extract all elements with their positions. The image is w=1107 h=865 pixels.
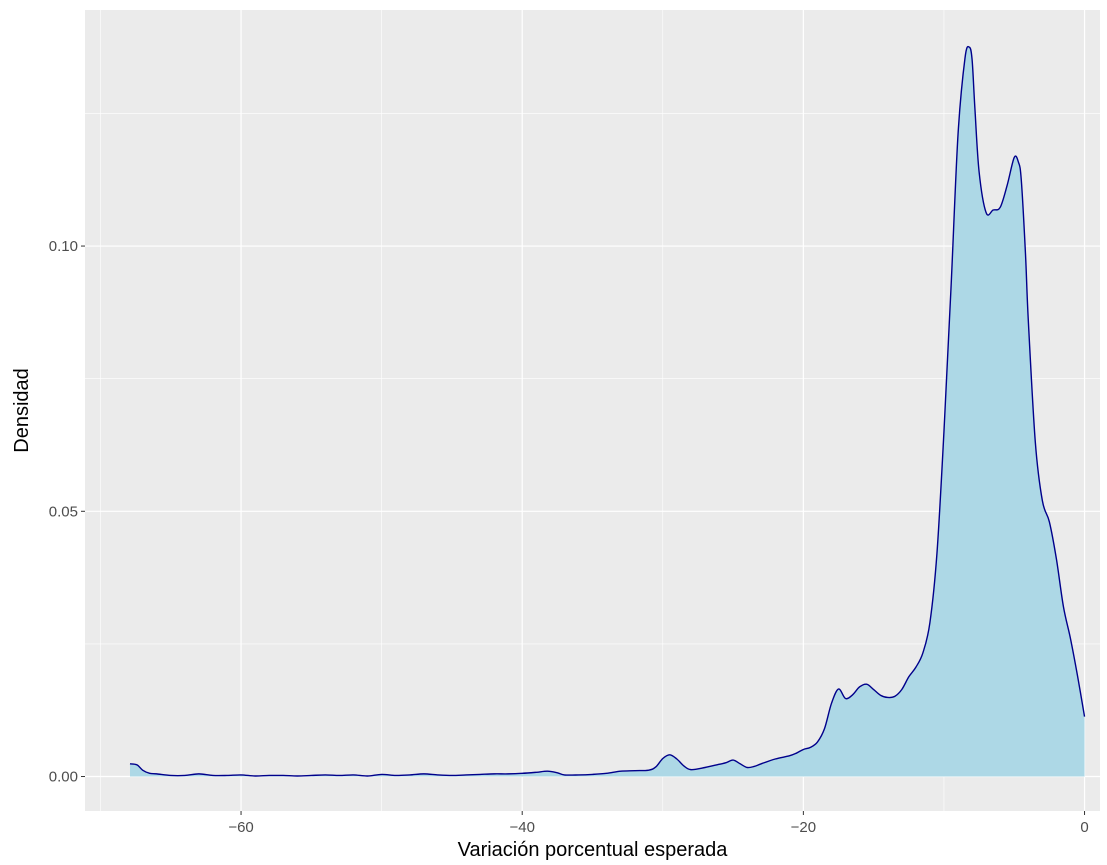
x-tick-label: 0 xyxy=(1080,819,1088,836)
x-tick-label: −20 xyxy=(791,819,816,836)
density-area xyxy=(129,46,1085,777)
y-axis-title: Densidad xyxy=(11,368,33,453)
x-axis-title: Variación porcentual esperada xyxy=(458,839,729,861)
y-tick-label: 0.00 xyxy=(49,769,78,786)
density-line xyxy=(129,45,1086,777)
y-tick-label: 0.05 xyxy=(49,503,78,520)
minor-gridlines xyxy=(85,10,1100,811)
x-tick-label: −60 xyxy=(228,819,253,836)
y-axis: 0.00 0.05 0.10 xyxy=(49,238,85,786)
x-tick-label: −40 xyxy=(509,819,534,836)
x-axis: −60 −40 −20 0 xyxy=(228,811,1089,836)
y-tick-label: 0.10 xyxy=(49,238,78,255)
